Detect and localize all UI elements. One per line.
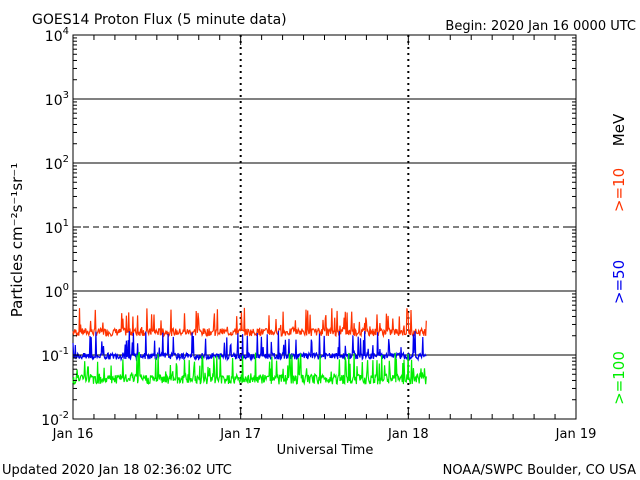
x-tick-label: Jan 19 xyxy=(555,427,597,442)
y-tick-label: 103 xyxy=(45,90,69,109)
series-legend-label: >=100 xyxy=(610,351,628,405)
y-tick-label: 10-1 xyxy=(41,346,69,365)
credit-text: NOAA/SWPC Boulder, CO USA xyxy=(443,463,636,478)
x-tick-label: Jan 16 xyxy=(52,427,94,442)
begin-label: Begin: 2020 Jan 16 0000 UTC xyxy=(445,19,636,34)
series-legend-label: >=50 xyxy=(610,260,628,304)
x-tick-label: Jan 17 xyxy=(219,427,261,442)
series-line xyxy=(72,351,427,386)
series-line xyxy=(72,307,427,339)
updated-text: Updated 2020 Jan 18 02:36:02 UTC xyxy=(2,463,232,478)
series-group xyxy=(72,307,427,386)
x-axis-ticks: Jan 16 Jan 17 Jan 18 Jan 19 xyxy=(52,35,597,442)
energy-legend: MeV >=10 >=50 >=100 xyxy=(610,113,628,405)
x-axis-label: Universal Time xyxy=(277,443,374,458)
series-line xyxy=(72,330,427,362)
y-tick-label: 102 xyxy=(45,154,69,173)
y-axis-ticks: 10-2 10-1 100 101 102 103 104 xyxy=(41,26,576,429)
x-tick-label: Jan 18 xyxy=(387,427,429,442)
y-tick-label: 104 xyxy=(45,26,69,45)
y-axis-label: Particles cm⁻²s⁻¹sr⁻¹ xyxy=(8,163,26,317)
grid-lines xyxy=(73,35,576,419)
energy-unit-label: MeV xyxy=(610,113,628,146)
chart-title: GOES14 Proton Flux (5 minute data) xyxy=(32,12,287,28)
y-tick-label: 101 xyxy=(45,218,69,237)
y-tick-label: 100 xyxy=(45,282,69,301)
y-tick-label: 10-2 xyxy=(41,410,69,429)
series-legend-label: >=10 xyxy=(610,168,628,212)
